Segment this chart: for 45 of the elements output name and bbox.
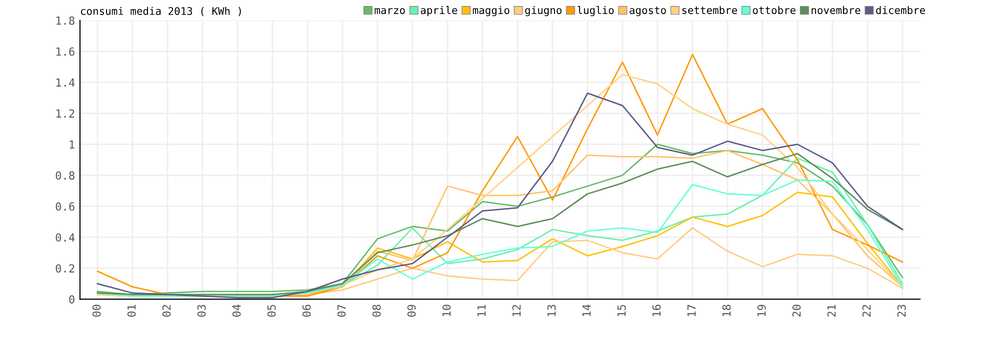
x-tick-label: 01 — [127, 304, 136, 317]
x-tick-label: 23 — [897, 304, 906, 317]
legend-label: giugno — [525, 6, 562, 16]
y-tick-label: 0 — [69, 295, 74, 304]
legend-label: novembre — [812, 6, 860, 14]
x-tick-label: 19 — [757, 304, 766, 316]
x-tick-label: 11 — [477, 304, 486, 316]
x-tick-label: 12 — [512, 305, 521, 316]
x-tick-label: 09 — [407, 304, 416, 317]
legend-label: dicembre — [876, 6, 926, 14]
x-tick-label: 05 — [267, 304, 276, 317]
x-tick-label: 17 — [687, 304, 696, 316]
y-tick-label: 1.6 — [56, 47, 74, 56]
x-tick-label: 14 — [582, 304, 591, 316]
legend-label: agosto — [630, 6, 666, 16]
x-tick-label: 08 — [372, 304, 381, 317]
x-tick-label: 10 — [442, 304, 451, 316]
x-tick-label: 18 — [722, 304, 731, 316]
y-tick-label: 1 — [70, 140, 74, 149]
x-tick-label: 21 — [827, 304, 836, 317]
x-tick-label: 07 — [337, 304, 346, 317]
y-tick-label: 0.2 — [56, 264, 74, 273]
legend-label: aprile — [420, 6, 458, 16]
legend-label: settembre — [682, 6, 738, 14]
x-tick-label: 02 — [162, 305, 171, 317]
y-tick-label: 1.4 — [56, 78, 75, 87]
y-tick-label: 1.2 — [56, 109, 74, 118]
x-tick-label: 04 — [232, 304, 241, 317]
x-tick-label: 00 — [92, 304, 101, 317]
y-tick-label: 0.4 — [56, 233, 75, 242]
x-tick-label: 13 — [547, 304, 556, 316]
x-tick-label: 22 — [862, 305, 871, 317]
x-tick-label: 03 — [197, 304, 206, 317]
x-tick-label: 16 — [652, 304, 661, 316]
y-tick-label: 0.6 — [56, 202, 74, 211]
y-tick-label: 1.8 — [56, 16, 74, 25]
x-tick-label: 20 — [792, 304, 801, 317]
legend-label: maggio — [472, 6, 510, 16]
x-tick-label: 06 — [302, 304, 311, 317]
chart-title: consumi media 2013 ( KWh ) — [80, 6, 241, 16]
y-tick-label: 0.8 — [56, 171, 74, 180]
legend-label: luglio — [578, 6, 614, 16]
legend-label: ottobre — [752, 6, 796, 14]
x-tick-label: 15 — [617, 304, 626, 316]
legend-label: marzo — [374, 8, 405, 14]
